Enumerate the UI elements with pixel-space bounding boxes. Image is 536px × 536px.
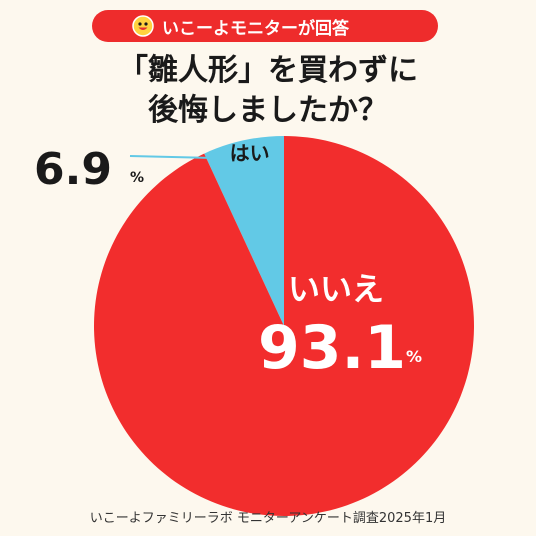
- pie-slice-no: [94, 136, 475, 516]
- unit-label-yes: %: [130, 170, 144, 186]
- leader-line-yes: [129, 155, 215, 159]
- slice-label-no: いいえ: [288, 270, 384, 308]
- source-badge: いこーよモニターが回答: [92, 10, 438, 42]
- pie-slice-yes: [204, 136, 284, 326]
- smiley-face-icon: [132, 15, 154, 37]
- value-label-no: 93.1: [258, 313, 406, 383]
- value-label-yes: 6.9: [34, 144, 112, 195]
- badge-text: いこーよモニターが回答: [162, 18, 349, 39]
- footer-source: いこーよファミリーラボ モニターアンケート調査2025年1月: [89, 511, 447, 526]
- unit-label-no: %: [406, 347, 422, 366]
- chart-title-line1: 「雛人形」を買わずに: [118, 53, 418, 88]
- chart-title-line2: 後悔しましたか？: [148, 93, 388, 128]
- slice-label-yes: はい: [230, 141, 270, 165]
